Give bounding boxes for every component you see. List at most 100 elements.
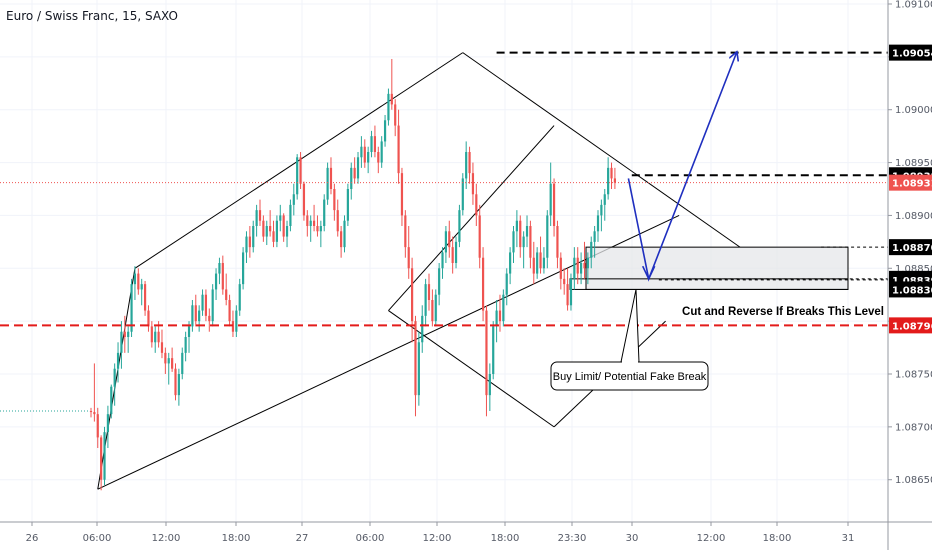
candle-body — [262, 220, 265, 237]
candle-body — [252, 226, 255, 248]
x-tick-label: 12:00 — [423, 533, 452, 544]
candle-body — [610, 167, 613, 179]
candle-body — [414, 321, 417, 396]
candle-body — [258, 210, 262, 221]
candle-body — [296, 157, 299, 195]
y-tick-label: 1.08950 — [895, 158, 932, 169]
x-tick-label: 27 — [296, 533, 309, 544]
candle-body — [522, 236, 525, 248]
candle-body — [542, 257, 546, 269]
candle-body — [448, 231, 451, 248]
candle-body — [89, 411, 93, 413]
candle-body — [394, 104, 397, 126]
candle-body — [130, 284, 133, 332]
candle-body — [93, 412, 96, 415]
time-axis[interactable]: 26 06:00 12:00 18:00 27 06:00 12:00 18:00 23:30 3… — [0, 521, 932, 544]
candle-body — [576, 257, 579, 274]
candle-body — [586, 257, 589, 269]
candle-body — [370, 136, 373, 152]
trend-line — [462, 52, 741, 248]
candle-body — [116, 352, 120, 369]
candle-body — [438, 268, 441, 295]
x-tick-label: 06:00 — [356, 533, 385, 544]
candle-body — [515, 220, 518, 232]
x-tick-label: 31 — [842, 533, 855, 544]
trendline-drawings[interactable] — [0, 52, 849, 490]
price-tag-bg — [889, 239, 932, 256]
candle-body — [421, 315, 424, 343]
price-tag-bg — [889, 44, 932, 61]
buy-zone-rect — [585, 246, 849, 290]
candle-body — [289, 204, 292, 226]
candle-body — [214, 273, 218, 290]
candle-body — [174, 368, 177, 396]
candle-body — [488, 374, 491, 396]
candle-body — [475, 194, 478, 216]
candle-body — [336, 210, 339, 232]
candle-body — [265, 226, 268, 237]
candle-body — [245, 236, 248, 253]
cut-reverse-annotation: Cut and Reverse If Breaks This Level — [682, 306, 884, 318]
buy-limit-annotation: Buy Limit/ Potential Fake Break — [553, 371, 707, 383]
candle-body — [583, 263, 586, 269]
candle-body — [302, 183, 306, 216]
candle-body — [96, 414, 99, 438]
candle-body — [306, 215, 309, 226]
candle-body — [431, 300, 434, 322]
candle-body — [312, 220, 316, 226]
candle-body — [110, 386, 113, 415]
candle-body — [607, 167, 610, 195]
candle-body — [465, 152, 468, 179]
y-tick-label: 1.09000 — [895, 105, 932, 116]
candle-body — [458, 210, 461, 242]
candle-body — [471, 173, 475, 195]
x-tick-label: 06:00 — [83, 533, 112, 544]
candle-body — [546, 215, 549, 258]
candle-body — [559, 257, 562, 279]
candle-body — [154, 331, 157, 343]
candle-body — [481, 257, 485, 311]
candle-body — [363, 146, 366, 163]
annotation-drawings[interactable]: Cut and Reverse If Breaks This Level Buy … — [550, 53, 884, 391]
price-tag-bg — [889, 317, 932, 334]
trend-line — [97, 268, 136, 490]
candle-body — [492, 326, 495, 374]
candle-body — [120, 331, 123, 353]
candle-body — [387, 93, 390, 121]
candle-body — [427, 284, 431, 300]
candle-body — [373, 136, 377, 152]
candle-body — [106, 414, 109, 433]
x-tick-label: 12:00 — [697, 533, 726, 544]
x-tick-label: 12:00 — [152, 533, 181, 544]
horizontal-levels[interactable] — [0, 51, 888, 327]
candle-body — [147, 310, 150, 327]
candle-body — [596, 215, 600, 232]
candle-body — [536, 252, 539, 274]
candle-body — [150, 326, 153, 343]
candle-body — [100, 437, 103, 480]
candle-body — [377, 152, 380, 163]
candle-body — [143, 284, 147, 311]
candle-body — [485, 310, 488, 396]
candle-body — [593, 231, 596, 242]
candle-body — [580, 263, 583, 274]
candle-body — [343, 220, 346, 248]
trend-line — [134, 52, 464, 269]
candle-body — [569, 278, 573, 306]
y-tick-label: 1.08900 — [895, 211, 932, 222]
candle-body — [242, 252, 245, 285]
candle-body — [167, 358, 170, 364]
price-tag-label: 1.08830 — [892, 285, 932, 296]
candle-body — [299, 157, 302, 184]
x-tick-label: 18:00 — [491, 533, 520, 544]
candle-body — [201, 294, 204, 311]
candle-body — [444, 231, 447, 253]
candle-body — [103, 432, 106, 480]
candle-body — [191, 305, 194, 327]
candle-body — [184, 337, 187, 353]
candle-body — [400, 173, 404, 216]
candle-body — [566, 284, 569, 306]
candle-body — [279, 215, 282, 221]
